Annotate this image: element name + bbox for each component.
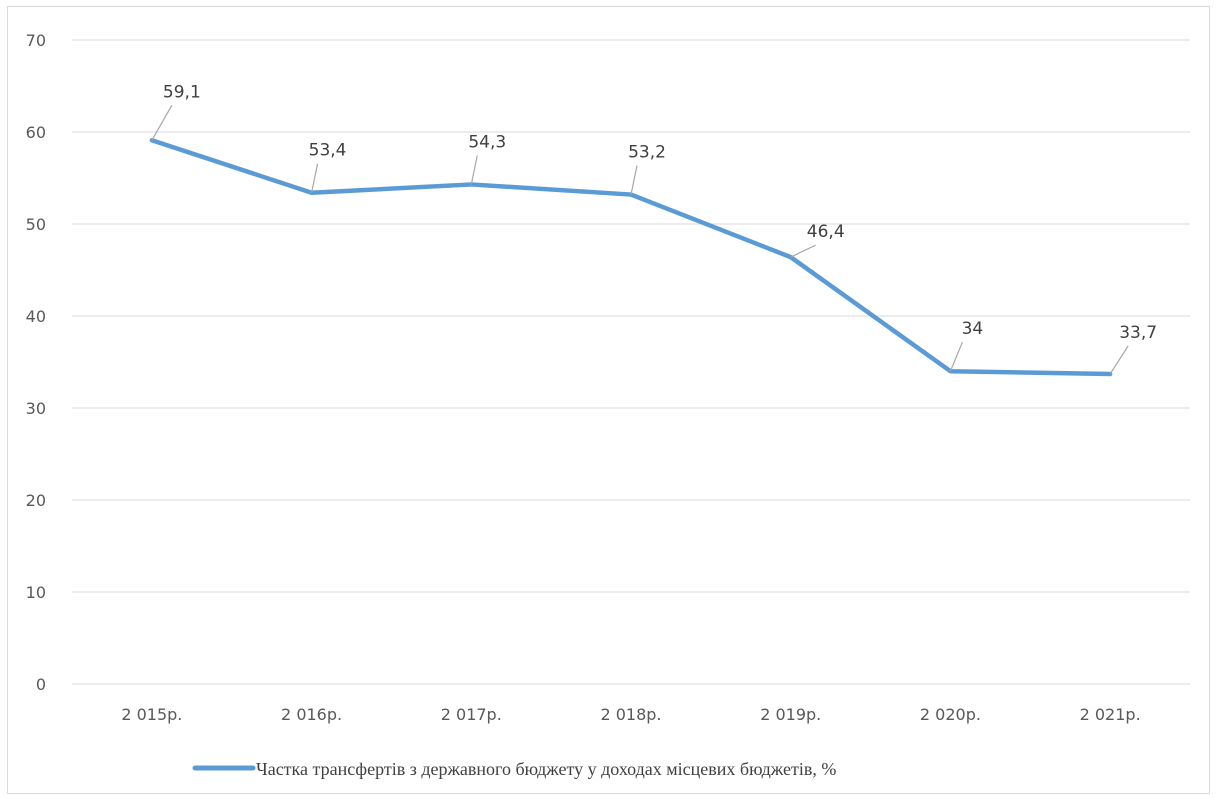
data-label: 46,4 [807, 222, 845, 242]
x-axis-ticks: 2 015р. 2 016р. 2 017р. 2 018р. 2 019р. 2 020… [121, 705, 1140, 724]
data-label-leader [630, 165, 638, 195]
data-label: 53,4 [309, 141, 347, 161]
chart-frame [7, 6, 1210, 794]
y-tick-label: 0 [36, 675, 46, 694]
x-tick-label: 2 016р. [281, 705, 342, 724]
x-tick-label: 2 019р. [760, 705, 821, 724]
data-label: 59,1 [163, 82, 201, 102]
gridlines [72, 39, 1190, 685]
x-tick-label: 2 015р. [121, 705, 182, 724]
legend-label: Частка трансфертів з державного бюджету … [256, 759, 836, 779]
x-tick-label: 2 021р. [1080, 705, 1141, 724]
y-tick-label: 60 [26, 123, 46, 142]
data-label: 33,7 [1119, 323, 1157, 343]
y-tick-label: 30 [26, 399, 46, 418]
y-tick-label: 50 [26, 215, 46, 234]
data-label: 34 [962, 319, 984, 339]
legend: Частка трансфертів з державного бюджету … [192, 759, 836, 779]
y-axis-ticks: 0 10 20 30 40 50 60 70 [26, 31, 46, 694]
data-label-leader [949, 341, 963, 372]
data-label-leader [310, 163, 319, 193]
y-tick-label: 20 [26, 491, 46, 510]
data-label-leader [151, 104, 173, 141]
data-label: 54,3 [468, 132, 506, 152]
data-label: 53,2 [628, 143, 666, 163]
x-tick-label: 2 020р. [920, 705, 981, 724]
data-label-leader [1109, 345, 1129, 375]
data-label-leader [470, 155, 478, 185]
x-tick-label: 2 017р. [441, 705, 502, 724]
x-tick-label: 2 018р. [600, 705, 661, 724]
y-tick-label: 70 [26, 31, 46, 50]
y-tick-label: 40 [26, 307, 46, 326]
data-label-leader [790, 244, 816, 258]
data-labels: 59,1 53,4 54,3 53,2 46,4 34 33,7 [151, 82, 1157, 375]
y-tick-label: 10 [26, 583, 46, 602]
